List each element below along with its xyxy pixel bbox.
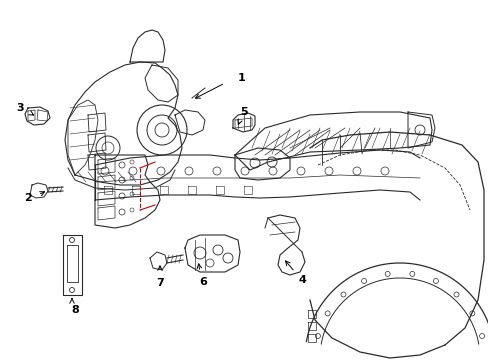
Polygon shape: [184, 235, 240, 272]
Polygon shape: [95, 155, 160, 228]
Text: 5: 5: [240, 107, 247, 117]
Text: 2: 2: [24, 193, 32, 203]
Text: 6: 6: [199, 277, 206, 287]
Polygon shape: [235, 112, 431, 170]
Polygon shape: [65, 62, 182, 185]
Text: 3: 3: [16, 103, 24, 113]
Polygon shape: [130, 30, 164, 62]
Polygon shape: [68, 100, 98, 175]
Polygon shape: [63, 235, 82, 295]
Polygon shape: [25, 107, 50, 125]
Polygon shape: [150, 252, 167, 270]
Text: 4: 4: [298, 275, 305, 285]
Polygon shape: [30, 183, 48, 198]
Polygon shape: [235, 148, 289, 180]
Text: 8: 8: [71, 305, 79, 315]
Text: 1: 1: [238, 73, 245, 83]
Text: 7: 7: [156, 278, 163, 288]
Polygon shape: [232, 113, 254, 132]
